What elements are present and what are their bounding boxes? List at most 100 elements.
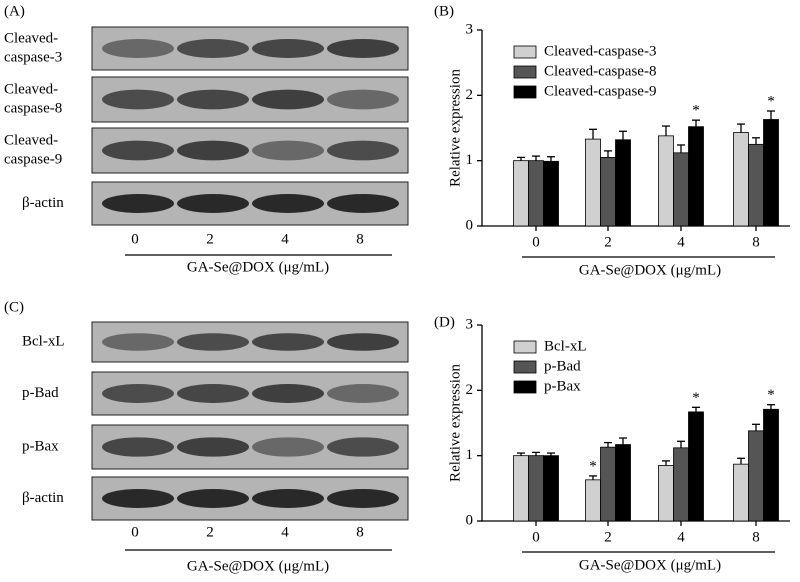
- significance-mark: *: [692, 103, 700, 119]
- blot-band: [327, 89, 399, 110]
- blot-band: [327, 384, 399, 403]
- legend-swatch: [513, 360, 537, 374]
- legend-label: Cleaved-caspase-8: [544, 63, 656, 79]
- blot-band: [177, 384, 249, 403]
- bar: [673, 447, 689, 522]
- bar: [763, 119, 779, 227]
- blot-band: [102, 437, 174, 457]
- row-label: caspase-8: [4, 100, 62, 116]
- bar: [513, 160, 529, 227]
- blot-band: [252, 194, 324, 213]
- lane-label: 8: [356, 231, 364, 247]
- blot-band: [177, 39, 249, 58]
- legend-swatch: [513, 45, 537, 59]
- blot-band: [102, 39, 174, 58]
- bar: [673, 152, 689, 227]
- x-tick-label: 0: [532, 529, 540, 545]
- blot-band: [102, 333, 174, 351]
- bar: [748, 430, 764, 522]
- y-tick-label: 1: [466, 447, 474, 463]
- blot-band: [177, 437, 249, 457]
- blot-band: [327, 333, 399, 351]
- bar: [528, 455, 544, 522]
- blot-band: [252, 140, 324, 161]
- blot-band: [252, 89, 324, 110]
- panel-label: (A): [4, 3, 25, 19]
- blot-band: [177, 140, 249, 161]
- bar: [748, 143, 764, 227]
- blot-band: [102, 194, 174, 213]
- x-tick-label: 4: [677, 234, 685, 250]
- x-tick-label: 8: [752, 234, 760, 250]
- y-tick-label: 0: [466, 512, 474, 528]
- blot-band: [327, 194, 399, 213]
- bar: [600, 446, 616, 522]
- y-axis-label: Relative expression: [447, 69, 463, 187]
- row-label: β-actin: [22, 490, 64, 506]
- significance-mark: *: [767, 93, 775, 109]
- bar: [543, 455, 559, 522]
- bar: [600, 156, 616, 227]
- x-axis-label: GA-Se@DOX (μg/mL): [579, 557, 721, 573]
- bar: [615, 139, 631, 227]
- lane-label: 0: [131, 231, 139, 247]
- row-label: p-Bad: [22, 385, 59, 401]
- legend-swatch: [513, 65, 537, 79]
- bar: [615, 444, 631, 522]
- legend-label: Cleaved-caspase-9: [544, 83, 656, 99]
- x-axis-label: GA-Se@DOX (μg/mL): [187, 259, 329, 275]
- legend-swatch: [513, 380, 537, 394]
- x-tick-label: 0: [532, 234, 540, 250]
- significance-mark: *: [589, 458, 597, 474]
- x-tick-label: 8: [752, 529, 760, 545]
- y-tick-label: 3: [466, 21, 474, 37]
- legend-label: Cleaved-caspase-3: [544, 43, 656, 59]
- bar: [513, 455, 529, 522]
- lane-label: 2: [206, 231, 214, 247]
- row-label: Cleaved-: [4, 81, 58, 97]
- significance-mark: *: [692, 390, 700, 406]
- blot-band: [102, 140, 174, 161]
- blot-band: [177, 489, 249, 508]
- bar: [658, 135, 674, 227]
- blot-band: [102, 89, 174, 110]
- row-label: β-actin: [22, 195, 64, 211]
- legend-label: p-Bad: [544, 358, 581, 374]
- y-tick-label: 2: [466, 87, 474, 103]
- row-label: p-Bax: [22, 438, 59, 454]
- blot-band: [327, 437, 399, 457]
- y-tick-label: 3: [466, 316, 474, 332]
- blot-band: [252, 384, 324, 403]
- row-label: Cleaved-: [4, 132, 58, 148]
- row-label: caspase-3: [4, 49, 62, 65]
- blot-band: [102, 384, 174, 403]
- x-axis-label: GA-Se@DOX (μg/mL): [187, 558, 329, 574]
- row-label: caspase-9: [4, 151, 62, 167]
- legend-label: Bcl-xL: [544, 338, 587, 354]
- panel-label: (C): [4, 299, 24, 315]
- legend-label: p-Bax: [544, 378, 581, 394]
- bar: [543, 160, 559, 227]
- bar: [585, 479, 601, 522]
- blot-band: [252, 333, 324, 351]
- blot-band: [252, 39, 324, 58]
- blot-band: [327, 39, 399, 58]
- bar: [688, 126, 704, 227]
- bar: [763, 408, 779, 522]
- bar: [658, 465, 674, 522]
- blot-band: [102, 489, 174, 508]
- blot-band: [177, 89, 249, 110]
- lane-label: 4: [281, 524, 289, 540]
- legend-swatch: [513, 340, 537, 354]
- blot-band: [177, 194, 249, 213]
- blot-band: [252, 437, 324, 457]
- bar: [733, 132, 749, 227]
- lane-label: 0: [131, 524, 139, 540]
- y-tick-label: 2: [466, 382, 474, 398]
- lane-label: 8: [356, 524, 364, 540]
- x-axis-label: GA-Se@DOX (μg/mL): [579, 262, 721, 278]
- blot-band: [327, 489, 399, 508]
- lane-label: 4: [281, 231, 289, 247]
- lane-label: 2: [206, 524, 214, 540]
